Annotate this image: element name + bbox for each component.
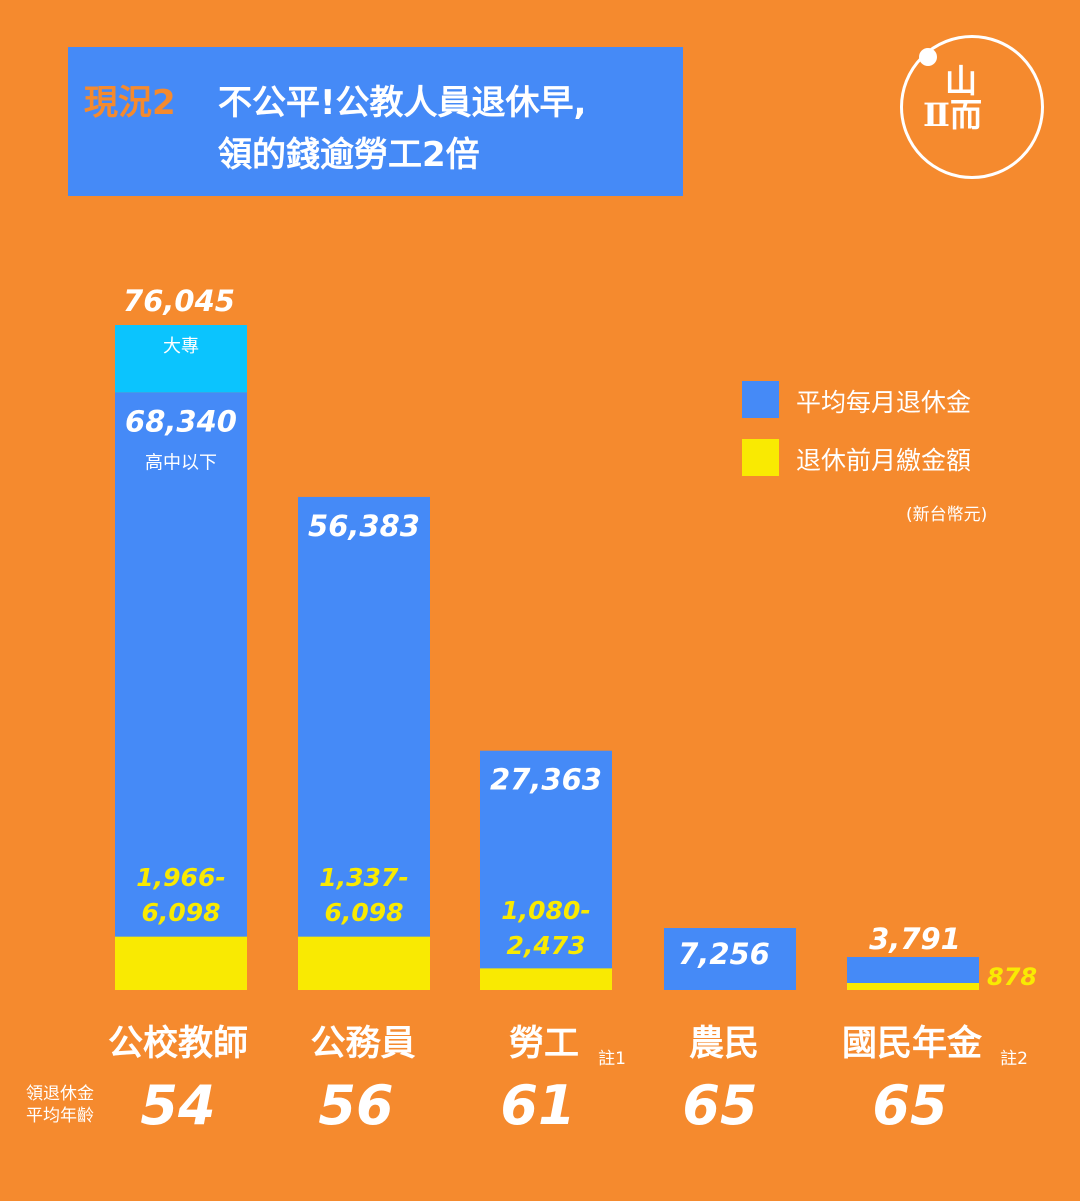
category-label: 公校教師 [108,1024,248,1064]
pension-bar [115,392,247,990]
contribution-range-label: 1,966- [136,863,225,892]
category-note: 註1 [598,1049,626,1069]
age-value: 61 [500,1074,575,1137]
legend-swatch-contribution [742,439,779,476]
contribution-range-label: 1,337- [319,863,408,892]
age-label: 領退休金 平均年齡 [26,1083,94,1127]
category-label: 農民 [689,1024,759,1064]
category-label: 勞工 [509,1024,579,1064]
contribution-bar [480,968,612,990]
pension-top-segment [115,325,247,393]
logo-text: 山 Ⅱ而 [923,64,982,132]
pension-value-label: 68,340 [125,404,237,438]
pension-sublabel: 高中以下 [145,452,217,473]
age-label-line-1: 領退休金 [26,1084,94,1104]
contribution-value-label: 878 [987,963,1037,991]
pension-top-sublabel: 大專 [163,336,199,357]
legend-label-contribution: 退休前月繳金額 [796,446,972,475]
age-label-line-2: 平均年齡 [26,1106,94,1126]
pension-bar [480,750,612,990]
age-value: 56 [318,1074,393,1137]
age-value: 65 [682,1074,757,1137]
legend-label-pension: 平均每月退休金 [796,388,972,417]
logo-dot [919,48,937,66]
age-value: 54 [140,1074,215,1137]
category-label: 公務員 [310,1024,415,1064]
contribution-range-label: 2,473 [506,931,585,960]
pension-value-label: 7,256 [678,937,770,971]
logo-line-1: 山 [945,62,978,100]
pension-value-label: 56,383 [308,509,420,543]
pension-value-label: 3,791 [869,922,961,956]
title-line-2: 領的錢逾勞工2倍 [218,135,480,175]
pension-value-label: 27,363 [490,763,602,797]
age-value: 65 [872,1074,947,1137]
category-note: 註2 [1000,1049,1028,1069]
category-label: 國民年金 [842,1023,983,1064]
title-line-1: 不公平!公教人員退休早, [218,83,587,123]
title-tag: 現況2 [84,83,176,123]
legend-swatch-pension [742,381,779,418]
unit-label: (新台幣元) [906,505,988,525]
pension-top-value-label: 76,045 [123,284,235,318]
contribution-range-label: 6,098 [324,898,403,927]
pension-bar [664,928,796,990]
contribution-range-label: 6,098 [141,898,220,927]
logo: 山 Ⅱ而 [900,35,1044,179]
logo-line-2: Ⅱ而 [923,96,982,134]
title-box: 現況2 不公平!公教人員退休早, 領的錢逾勞工2倍 [68,47,683,196]
contribution-bar [115,936,247,990]
pension-bar [298,496,430,990]
contribution-bar [298,936,430,990]
contribution-range-label: 1,080- [501,896,590,925]
contribution-bar [847,983,979,990]
